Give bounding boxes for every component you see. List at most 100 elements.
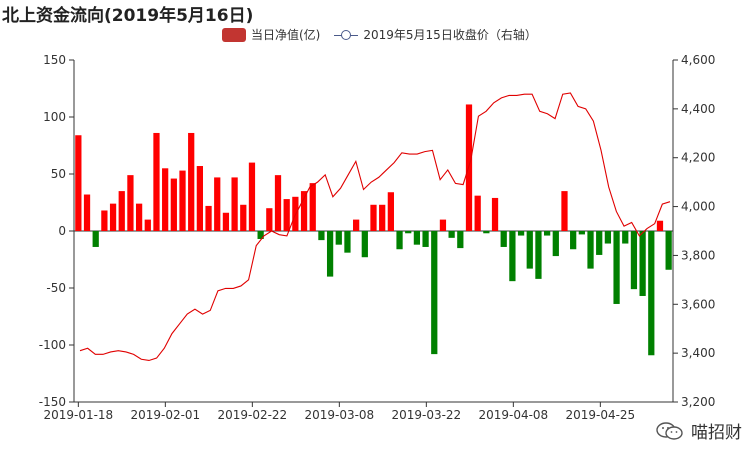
bar (439, 219, 447, 231)
legend-swatch-bar (222, 27, 246, 42)
y-right-tick-label: 4,200 (681, 151, 715, 165)
bar (196, 166, 203, 231)
bar (83, 194, 91, 231)
y-right-tick-label: 3,400 (681, 346, 715, 360)
bar (353, 219, 360, 231)
x-tick-label: 2019-02-22 (217, 408, 287, 422)
legend-item-bar[interactable]: 当日净值(亿) (222, 26, 320, 43)
bar (431, 231, 438, 355)
bar (266, 208, 273, 231)
y-left-tick-label: 0 (58, 224, 66, 238)
legend: 当日净值(亿) 2019年5月15日收盘价（右轴） (222, 26, 551, 43)
bar (413, 231, 421, 245)
watermark-text: 喵招财 (691, 423, 742, 443)
bar (630, 231, 638, 290)
bar (405, 231, 412, 234)
bar (370, 204, 377, 231)
bar (127, 175, 134, 231)
x-tick-label: 2019-01-18 (43, 408, 113, 422)
bar (491, 197, 499, 231)
bar (448, 231, 455, 238)
bar (587, 231, 594, 269)
bar (422, 231, 429, 247)
bar (578, 231, 585, 235)
bar (544, 231, 551, 236)
bar (517, 231, 525, 236)
bar (457, 231, 464, 249)
bar (92, 231, 99, 247)
x-tick-label: 2019-03-08 (304, 408, 374, 422)
bar (379, 204, 386, 231)
legend-swatch-line (334, 28, 359, 42)
bar (335, 231, 342, 245)
y-right-tick-label: 4,400 (681, 102, 715, 116)
bar (613, 231, 620, 304)
bar (101, 210, 108, 231)
bar (283, 199, 290, 231)
bar (318, 231, 325, 241)
bar (205, 205, 212, 231)
bar (552, 231, 559, 257)
x-tick-label: 2019-04-25 (565, 408, 635, 422)
y-right-tick-label: 3,600 (681, 297, 715, 311)
bar (344, 231, 351, 253)
bar (639, 231, 646, 296)
bar (300, 191, 308, 231)
bar (526, 231, 533, 269)
wechat-icon (656, 421, 683, 440)
y-left-tick-label: 100 (43, 110, 66, 124)
bar (162, 168, 169, 231)
y-left-tick-label: 150 (43, 53, 66, 67)
bar (179, 170, 186, 231)
bar (622, 231, 629, 244)
bar (570, 231, 577, 250)
bar (240, 204, 247, 231)
bar (500, 231, 507, 247)
chart-title: 北上资金流向(2019年5月16日) (2, 6, 254, 26)
bar (509, 231, 516, 282)
y-left-tick-label: 50 (51, 167, 66, 181)
bar (483, 231, 490, 234)
bar (309, 183, 316, 231)
bar (665, 231, 672, 270)
bar (656, 220, 664, 231)
y-left-tick-label: -100 (39, 338, 66, 352)
y-right-tick-label: 4,600 (681, 53, 715, 67)
bar (326, 231, 334, 277)
bar (231, 177, 238, 231)
legend-label-bar: 当日净值(亿) (251, 28, 321, 42)
bar (387, 192, 394, 231)
bar (118, 191, 125, 231)
x-tick-label: 2019-02-01 (130, 408, 200, 422)
y-right-tick-label: 4,000 (681, 200, 715, 214)
bar (274, 175, 282, 231)
bar (144, 219, 151, 231)
bar (596, 231, 603, 255)
bar (648, 231, 655, 356)
x-tick-label: 2019-04-08 (478, 408, 548, 422)
legend-item-line[interactable]: 2019年5月15日收盘价（右轴） (334, 26, 537, 43)
x-tick-label: 2019-03-22 (391, 408, 461, 422)
bar (396, 231, 403, 250)
y-left-tick-label: -150 (39, 395, 66, 409)
bar (222, 212, 230, 231)
y-right-tick-label: 3,800 (681, 248, 715, 262)
bar (188, 132, 195, 231)
bar (153, 132, 160, 231)
bar (257, 231, 264, 239)
legend-label-line: 2019年5月15日收盘价（右轴） (363, 28, 537, 42)
bar (214, 177, 221, 231)
bar (465, 104, 473, 231)
bar (248, 162, 256, 231)
bar (170, 178, 177, 231)
y-right-tick-label: 3,200 (681, 395, 715, 409)
watermark: 喵招财 (655, 418, 742, 443)
y-left-tick-label: -50 (46, 281, 66, 295)
bar (75, 135, 82, 231)
bar (361, 231, 368, 258)
bar (604, 231, 612, 244)
price-line (79, 92, 671, 362)
bar (561, 191, 568, 231)
bar (135, 203, 143, 231)
